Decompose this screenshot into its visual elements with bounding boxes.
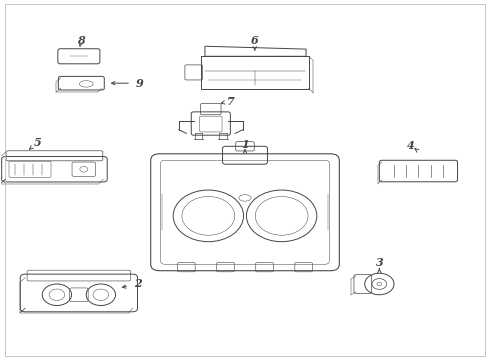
Text: 3: 3: [375, 257, 383, 268]
Text: 7: 7: [226, 96, 234, 107]
Text: 2: 2: [134, 279, 142, 289]
Bar: [201, 56, 309, 89]
Text: 9: 9: [136, 78, 144, 89]
Text: 8: 8: [77, 35, 85, 46]
Text: 4: 4: [407, 140, 415, 152]
Text: 6: 6: [251, 35, 259, 46]
Text: 1: 1: [241, 139, 249, 150]
Text: 5: 5: [33, 137, 41, 148]
